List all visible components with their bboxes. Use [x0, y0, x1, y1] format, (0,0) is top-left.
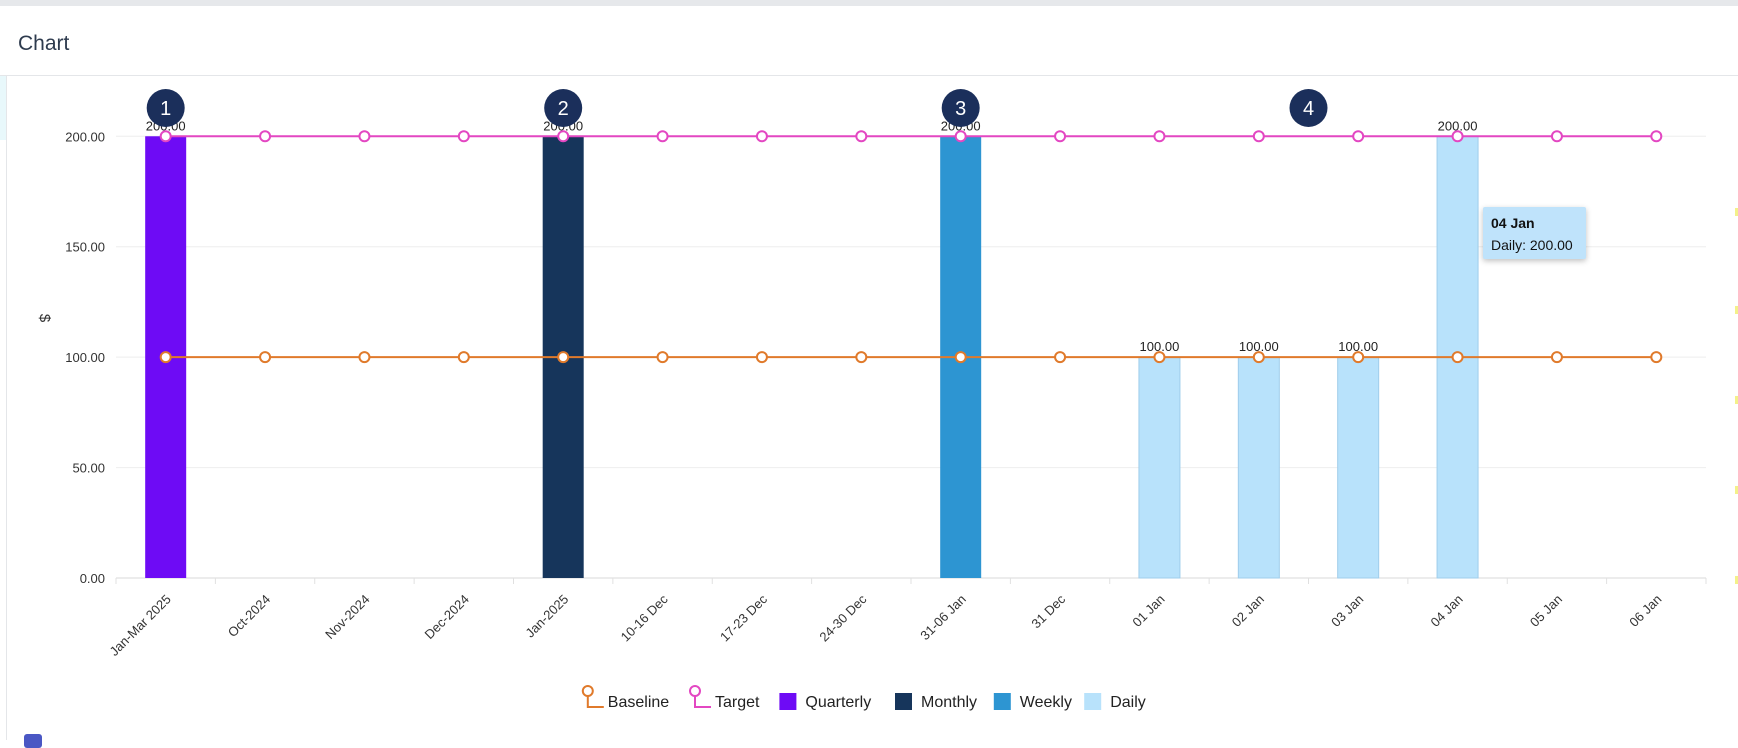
legend-line-stroke: [586, 696, 604, 708]
x-tick-label: 17-23 Dec: [717, 591, 770, 644]
series-point-baseline: [358, 351, 371, 364]
tooltip-body: Daily: 200.00: [1491, 237, 1573, 253]
x-tick-label: 31 Dec: [1028, 591, 1068, 631]
bar-value-label: 100.00: [1338, 339, 1378, 354]
annotation-badge: [941, 89, 980, 127]
annotation-badge: [146, 89, 185, 127]
bar-daily: [1138, 356, 1181, 579]
x-tick-label: 10-16 Dec: [618, 591, 671, 644]
left-divider: [6, 76, 7, 740]
series-point-baseline: [1550, 351, 1563, 364]
y-tick-label: 100.00: [65, 350, 105, 365]
legend-label: Target: [715, 694, 760, 711]
series-point-baseline: [855, 351, 868, 364]
series-point-baseline: [1451, 351, 1464, 364]
x-tick-label: Jan-2025: [522, 592, 571, 641]
x-tick-label: 03 Jan: [1328, 592, 1366, 630]
series-point-baseline: [1252, 351, 1265, 364]
series-point-target: [1650, 130, 1663, 143]
x-tick-label: Dec-2024: [421, 592, 471, 642]
annotation-number: 4: [1303, 98, 1314, 120]
x-tick-label: Jan-Mar 2025: [106, 592, 173, 659]
x-tick-label: 05 Jan: [1527, 592, 1565, 630]
right-edge-accents: [1734, 156, 1738, 696]
tooltip-title: 04 Jan: [1491, 215, 1535, 231]
x-tick-label: 06 Jan: [1626, 592, 1664, 630]
series-point-baseline: [1153, 351, 1166, 364]
annotation-number: 3: [955, 98, 966, 120]
series-point-target: [1054, 130, 1067, 143]
x-tick-label: Oct-2024: [225, 592, 273, 640]
x-tick-label: 01 Jan: [1129, 592, 1167, 630]
series-point-baseline: [954, 351, 967, 364]
chart-tooltip: 04 Jan Daily: 200.00: [1483, 207, 1586, 259]
series-point-baseline: [457, 351, 470, 364]
panel-header: Chart: [0, 12, 1738, 76]
x-tick-label: Nov-2024: [322, 592, 372, 642]
series-point-baseline: [159, 351, 172, 364]
series-point-baseline: [755, 351, 768, 364]
legend-label: Baseline: [608, 694, 669, 711]
legend-swatch: [779, 693, 797, 710]
bar-daily: [1237, 356, 1280, 579]
x-tick-label: 02 Jan: [1229, 592, 1267, 630]
series-point-target: [259, 130, 272, 143]
legend-line-stroke: [694, 696, 711, 708]
panel-title: Chart: [18, 32, 70, 55]
annotation-number: 1: [160, 98, 171, 120]
series-point-baseline: [1054, 351, 1067, 364]
series-point-target: [1451, 130, 1464, 143]
series-point-baseline: [259, 351, 272, 364]
series-point-target: [1352, 130, 1365, 143]
y-tick-label: 0.00: [80, 571, 105, 586]
legend-label: Quarterly: [805, 694, 871, 711]
series-point-target: [1550, 130, 1563, 143]
legend-line-marker: [581, 685, 594, 697]
series-point-target: [358, 130, 371, 143]
series-point-target: [855, 130, 868, 143]
y-tick-label: 50.00: [72, 461, 105, 476]
series-point-target: [1252, 130, 1265, 143]
series-point-baseline: [1352, 351, 1365, 364]
y-tick-label: 150.00: [65, 240, 105, 255]
legend-label: Weekly: [1020, 694, 1072, 711]
legend-swatch: [993, 693, 1011, 710]
legend-swatch: [1084, 693, 1102, 710]
series-point-target: [1153, 130, 1166, 143]
bar-value-label: 100.00: [1140, 339, 1180, 354]
legend-label: Monthly: [921, 694, 977, 711]
left-accent-strip: [0, 76, 6, 140]
y-axis-label: $: [36, 314, 53, 323]
x-tick-label: 04 Jan: [1427, 592, 1465, 630]
legend-checkbox[interactable]: [24, 734, 42, 748]
series-point-target: [159, 130, 172, 143]
annotation-number: 2: [558, 98, 569, 120]
bar-value-label: 200.00: [1438, 118, 1478, 133]
legend-line-marker: [689, 685, 701, 697]
bar-value-label: 100.00: [1239, 339, 1279, 354]
series-point-target: [457, 130, 470, 143]
series-point-target: [656, 130, 669, 143]
legend-label: Daily: [1110, 694, 1146, 711]
series-point-baseline: [1650, 351, 1663, 364]
series-point-target: [755, 130, 768, 143]
annotation-badge: [1289, 89, 1328, 127]
annotation-badge: [544, 89, 583, 127]
series-point-baseline: [557, 351, 570, 364]
bar-daily: [1337, 356, 1380, 579]
y-tick-label: 200.00: [65, 129, 105, 144]
x-tick-label: 31-06 Jan: [917, 592, 968, 643]
series-point-target: [954, 130, 967, 143]
legend-swatch: [895, 693, 912, 710]
series-point-baseline: [656, 351, 669, 364]
series-point-target: [557, 130, 570, 143]
x-tick-label: 24-30 Dec: [816, 591, 869, 644]
